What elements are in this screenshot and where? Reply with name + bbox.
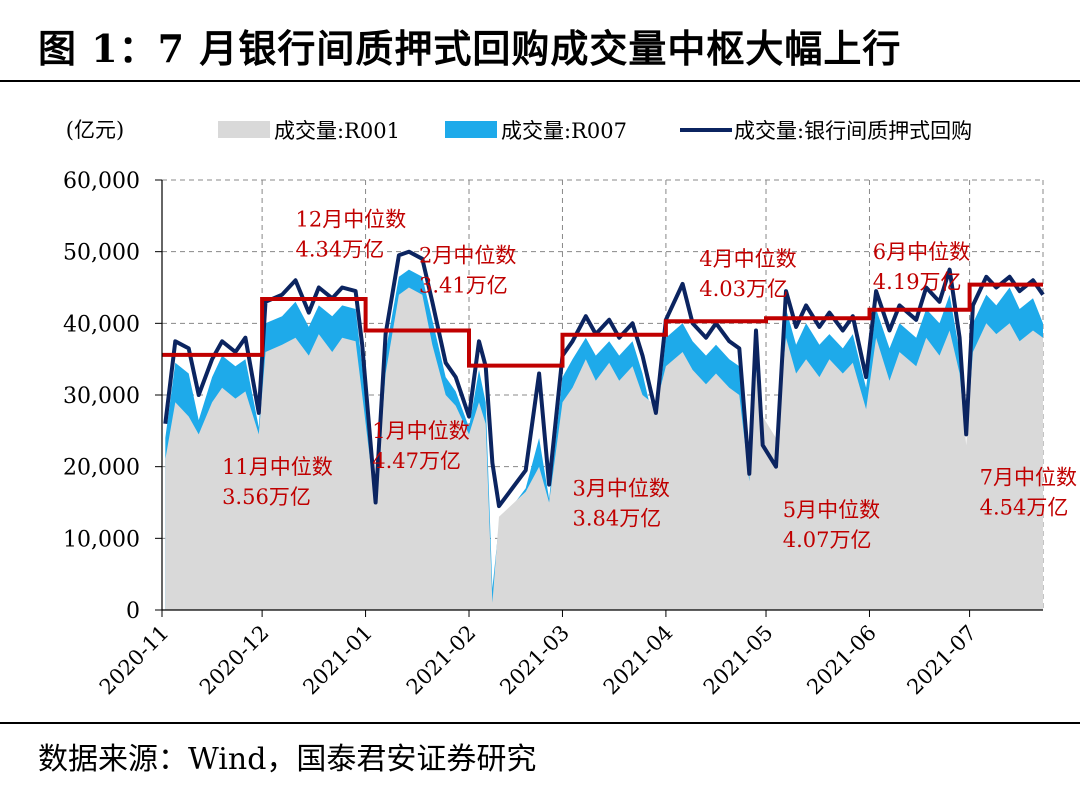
median-value-label: 4.03万亿 bbox=[699, 277, 788, 301]
median-month-label: 5月中位数 bbox=[783, 498, 880, 522]
median-month-label: 7月中位数 bbox=[980, 466, 1077, 490]
x-tick-label: 2021-06 bbox=[802, 621, 881, 700]
y-tick-label: 20,000 bbox=[63, 456, 140, 481]
median-month-label: 6月中位数 bbox=[873, 240, 970, 264]
legend-swatch-r001 bbox=[218, 121, 270, 138]
title-divider bbox=[0, 80, 1080, 82]
median-value-label: 3.41万亿 bbox=[419, 273, 508, 297]
y-tick-label: 50,000 bbox=[63, 241, 140, 266]
x-tick-label: 2020-11 bbox=[95, 621, 174, 700]
median-value-label: 4.47万亿 bbox=[372, 449, 461, 473]
median-month-label: 11月中位数 bbox=[222, 455, 333, 479]
x-tick-label: 2021-04 bbox=[599, 621, 678, 700]
x-tick-label: 2021-05 bbox=[699, 621, 778, 700]
y-tick-label: 30,000 bbox=[63, 384, 140, 409]
y-tick-label: 0 bbox=[126, 599, 140, 624]
median-month-label: 1月中位数 bbox=[372, 419, 469, 443]
legend-label-r007: 成交量:R007 bbox=[501, 119, 627, 143]
page-title: 图 1：7 月银行间质押式回购成交量中枢大幅上行 bbox=[38, 26, 902, 71]
area-series bbox=[165, 269, 1044, 610]
x-tick-label: 2021-07 bbox=[902, 621, 981, 700]
legend-label-total: 成交量:银行间质押式回购 bbox=[734, 119, 972, 143]
y-tick-label: 60,000 bbox=[63, 169, 140, 194]
median-value-label: 4.07万亿 bbox=[783, 528, 872, 552]
median-annotations: 11月中位数 3.56万亿 12月中位数 4.34万亿 1月中位数 4.47万亿 2月中位数… bbox=[222, 208, 1077, 552]
median-month-label: 3月中位数 bbox=[572, 476, 669, 500]
median-value-label: 3.84万亿 bbox=[572, 506, 661, 530]
legend: 成交量:R001 成交量:R007 成交量:银行间质押式回购 bbox=[218, 119, 972, 143]
median-month-label: 2月中位数 bbox=[419, 243, 516, 267]
median-value-label: 4.19万亿 bbox=[873, 270, 962, 294]
x-tick-label: 2021-02 bbox=[402, 621, 481, 700]
y-axis-unit-label: (亿元) bbox=[66, 118, 124, 142]
x-tick-label: 2020-12 bbox=[195, 621, 274, 700]
line-series bbox=[162, 249, 1045, 509]
x-tick-label: 2021-01 bbox=[298, 621, 377, 700]
median-value-label: 4.54万亿 bbox=[980, 496, 1069, 520]
line-monthly-median bbox=[162, 282, 1043, 368]
median-value-label: 4.34万亿 bbox=[295, 238, 384, 262]
chart: (亿元) 成交量:R001 成交量:R007 成交量:银行间质押式回购 0 10,… bbox=[63, 118, 1077, 700]
median-month-label: 4月中位数 bbox=[699, 247, 796, 271]
legend-swatch-r007 bbox=[445, 121, 497, 138]
median-month-label: 12月中位数 bbox=[295, 208, 406, 232]
area-r001 bbox=[165, 287, 1044, 610]
y-tick-label: 40,000 bbox=[63, 312, 140, 337]
x-tick-label: 2021-03 bbox=[495, 621, 574, 700]
legend-label-r001: 成交量:R001 bbox=[274, 119, 400, 143]
footer-divider bbox=[0, 722, 1080, 724]
data-source-note: 数据来源：Wind，国泰君安证券研究 bbox=[38, 742, 537, 777]
y-tick-label: 10,000 bbox=[63, 527, 140, 552]
median-value-label: 3.56万亿 bbox=[222, 485, 311, 509]
